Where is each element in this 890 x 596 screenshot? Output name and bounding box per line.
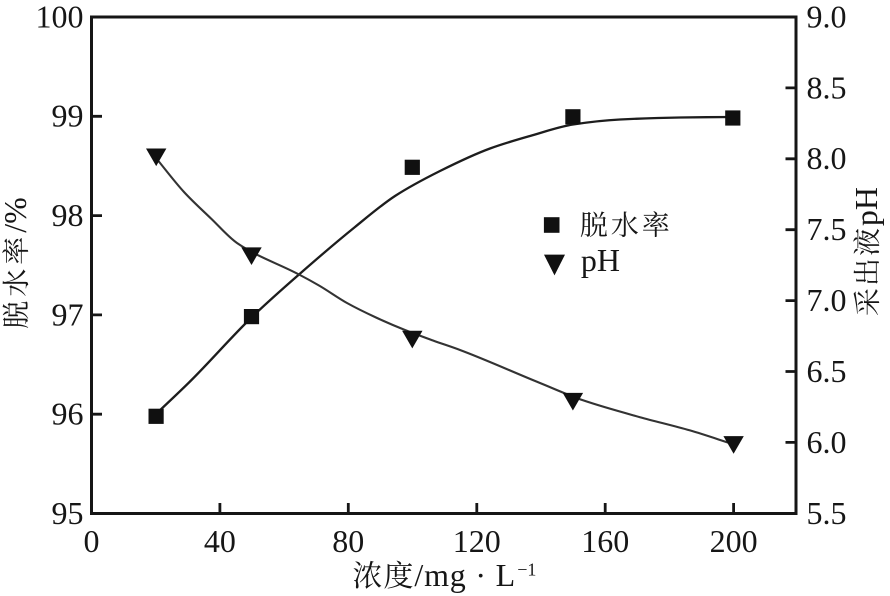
svg-text:98: 98 (52, 197, 84, 233)
svg-text:8.5: 8.5 (807, 69, 847, 105)
svg-text:6.0: 6.0 (807, 424, 847, 460)
svg-text:−1: −1 (517, 559, 536, 579)
svg-text:160: 160 (581, 523, 629, 559)
svg-text:pH: pH (581, 242, 620, 278)
svg-text:95: 95 (52, 495, 84, 531)
svg-text:7.0: 7.0 (807, 282, 847, 318)
svg-text:96: 96 (52, 396, 84, 432)
svg-text:80: 80 (332, 523, 364, 559)
svg-text:0: 0 (84, 523, 100, 559)
svg-text:99: 99 (52, 98, 84, 134)
svg-text:200: 200 (710, 523, 758, 559)
svg-text:40: 40 (204, 523, 236, 559)
svg-text:pH: pH (848, 187, 884, 226)
svg-text:7.5: 7.5 (807, 211, 847, 247)
svg-text:/%: /% (0, 197, 33, 233)
svg-text:6.5: 6.5 (807, 353, 847, 389)
svg-text:97: 97 (52, 296, 84, 332)
svg-text:9.0: 9.0 (807, 0, 847, 34)
svg-text:100: 100 (36, 0, 84, 34)
svg-text:5.5: 5.5 (807, 495, 847, 531)
svg-text:8.0: 8.0 (807, 140, 847, 176)
svg-text:/mg · L: /mg · L (414, 557, 516, 593)
svg-text:120: 120 (453, 523, 501, 559)
